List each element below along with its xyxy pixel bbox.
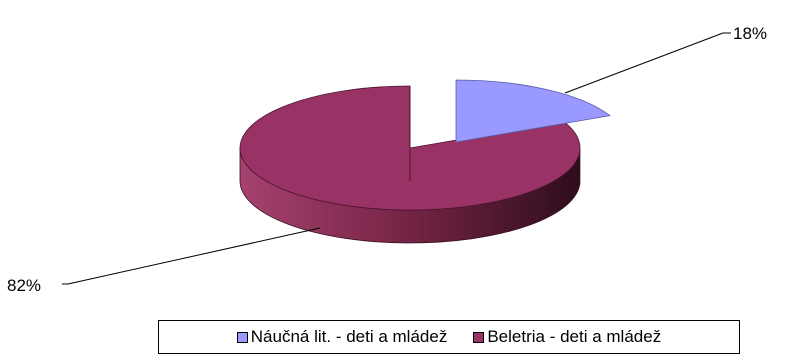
leader-line-82 (67, 227, 321, 285)
legend-label-naucna: Náučná lit. - deti a mládež (250, 327, 448, 346)
slice-top-naucna (455, 79, 611, 143)
legend-label-beletria: Beletria - deti a mládež (487, 327, 662, 346)
legend-swatch-naucna (236, 331, 248, 343)
slice-beletria (239, 85, 581, 244)
legend: Náučná lit. - deti a mládež Beletria - d… (158, 320, 740, 354)
leader-line-18 (564, 32, 724, 94)
slice-naucna (455, 79, 611, 143)
legend-item-naucna: Náučná lit. - deti a mládež (236, 327, 448, 347)
data-label-82: 82% (7, 276, 41, 295)
legend-swatch-beletria (473, 331, 485, 343)
data-label-18: 18% (733, 24, 767, 43)
slice-top-beletria (239, 85, 581, 211)
legend-item-beletria: Beletria - deti a mládež (473, 327, 661, 347)
